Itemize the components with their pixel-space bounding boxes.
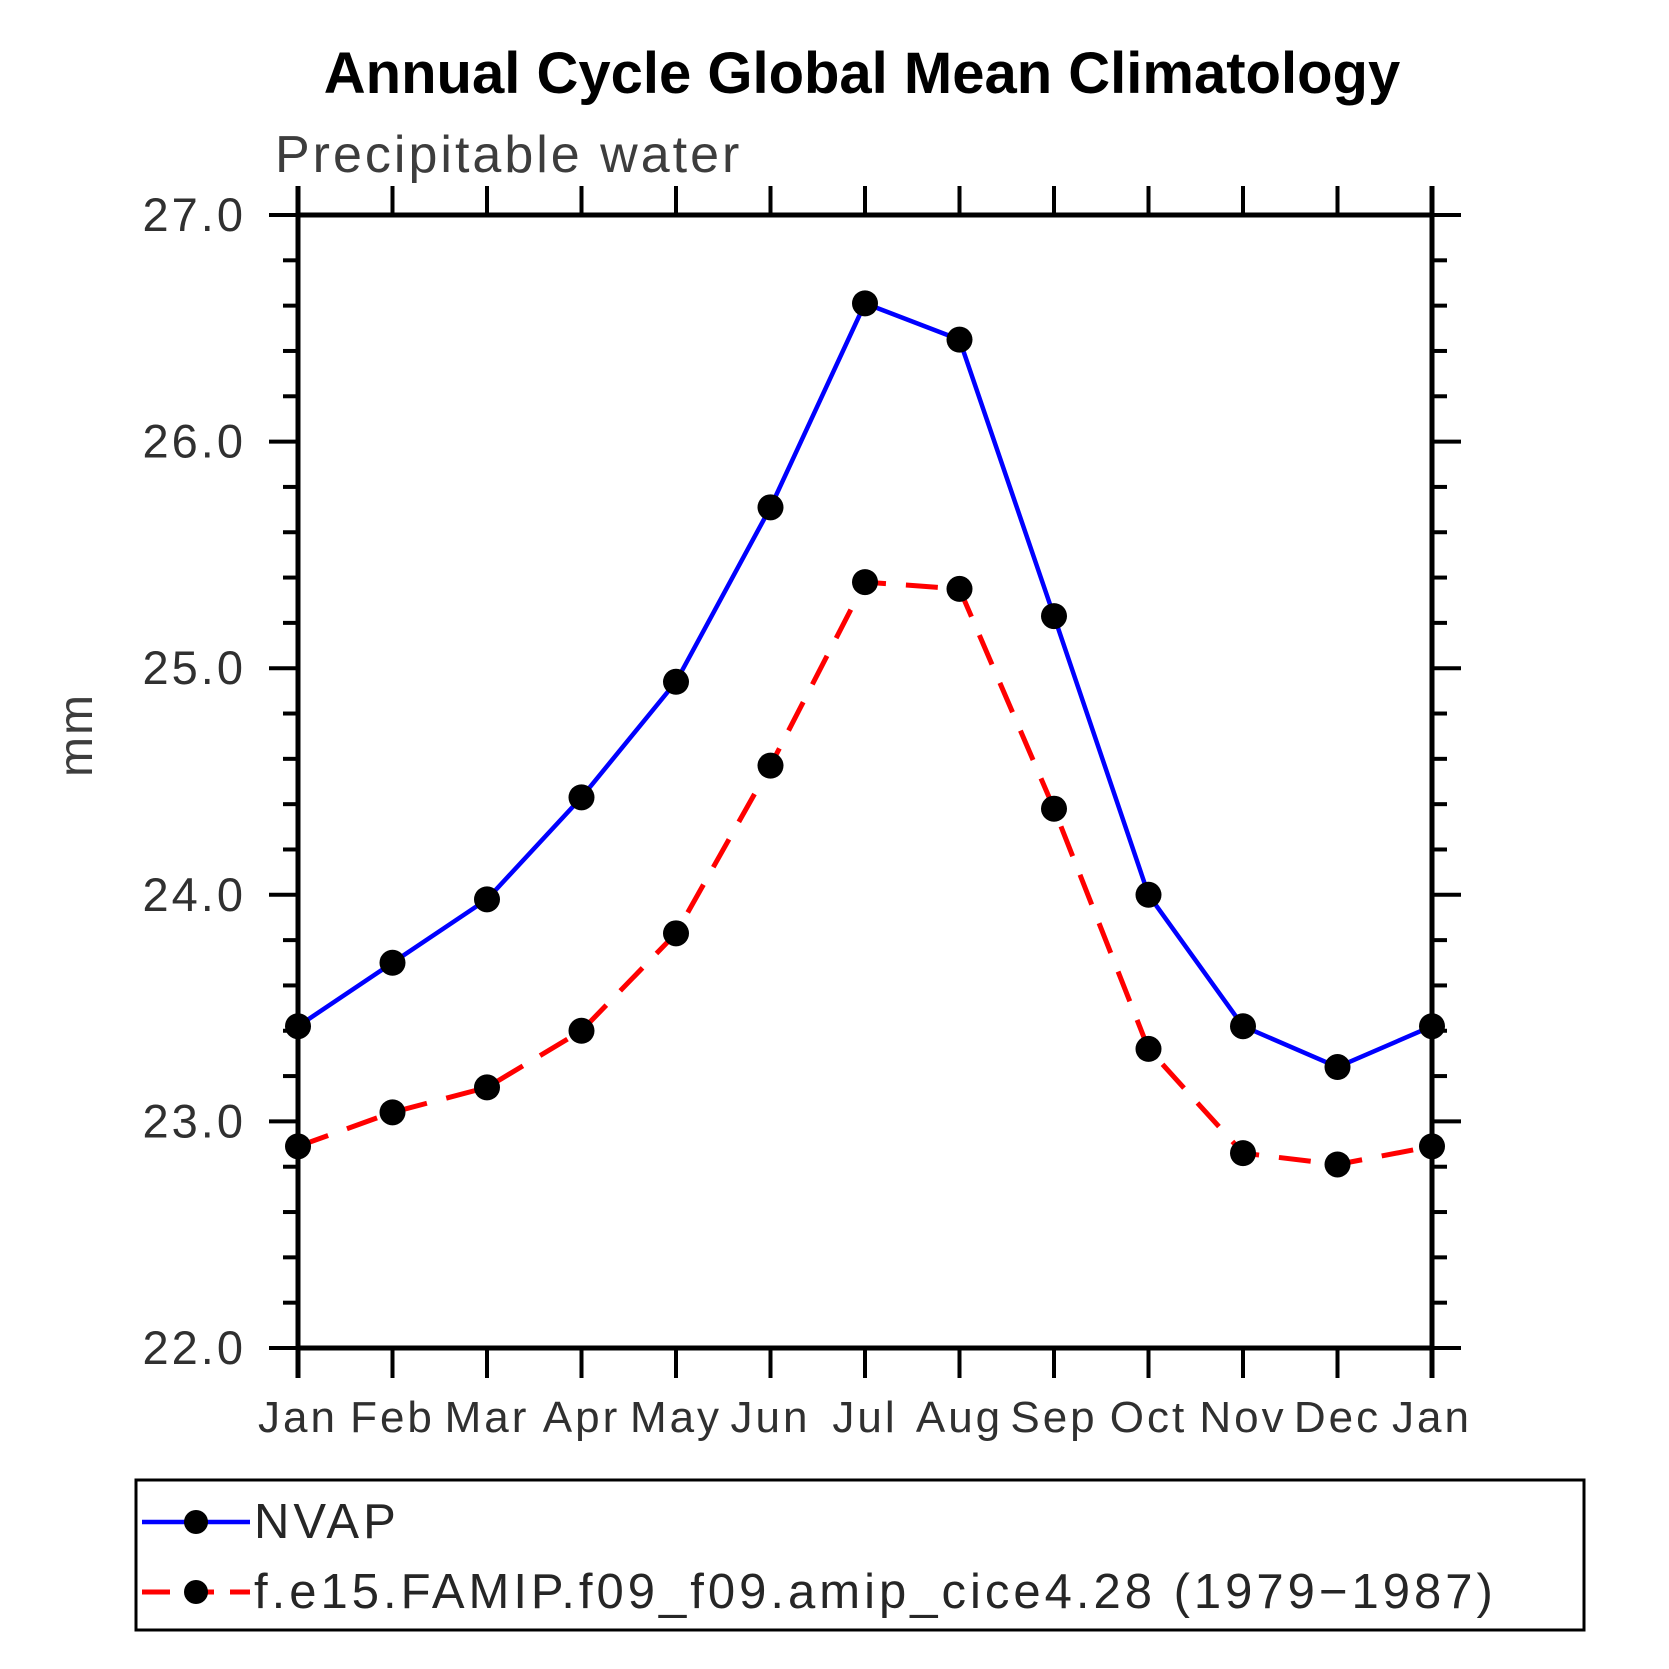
legend-sample-marker (184, 1510, 208, 1534)
data-point-marker (1419, 1013, 1445, 1040)
series-1-line (297, 579, 1433, 1167)
legend-entry-1: f.e15.FAMIP.f09_f09.amip_cice4.28 (1979−… (142, 1565, 1497, 1619)
legend-sample-marker (184, 1580, 208, 1604)
data-point-marker (1041, 795, 1067, 822)
legend-entry-label: f.e15.FAMIP.f09_f09.amip_cice4.28 (1979−… (254, 1565, 1497, 1619)
y-tick-label: 22.0 (143, 1321, 246, 1374)
data-point-marker (474, 1074, 500, 1101)
data-point-marker (757, 752, 784, 779)
y-tick-label: 23.0 (143, 1094, 246, 1147)
y-axis-ticks (269, 213, 1461, 1350)
y-tick-label: 27.0 (143, 188, 246, 241)
data-point-marker (1419, 1133, 1445, 1160)
data-point-marker (1324, 1151, 1351, 1178)
x-tick-label: Oct (1110, 1393, 1187, 1442)
data-point-marker (1041, 603, 1067, 630)
y-tick-label: 25.0 (143, 641, 246, 694)
data-point-marker (285, 1133, 311, 1160)
x-tick-label: May (630, 1393, 722, 1442)
data-point-marker (1324, 1054, 1351, 1081)
x-tick-label: Apr (543, 1393, 620, 1442)
data-point-marker (1230, 1013, 1256, 1040)
y-axis-tick-labels: 22.0 23.0 24.0 25.0 26.0 27.0 (143, 188, 246, 1374)
data-point-marker (1135, 1035, 1162, 1062)
data-point-marker (1135, 881, 1162, 908)
data-point-marker (946, 326, 973, 353)
data-point-marker (663, 668, 689, 695)
data-point-marker (1230, 1140, 1256, 1167)
series-1 (285, 569, 1445, 1178)
x-tick-label: Dec (1294, 1393, 1381, 1442)
legend-entry-0: NVAP (142, 1495, 400, 1549)
data-point-marker (379, 949, 406, 976)
series-0-markers (285, 290, 1445, 1081)
x-tick-label: Aug (916, 1393, 1003, 1442)
x-tick-label: Jun (731, 1393, 811, 1442)
data-point-marker (379, 1099, 406, 1126)
x-axis-ticks (296, 186, 1434, 1378)
data-point-marker (946, 575, 973, 602)
data-point-marker (663, 920, 689, 947)
data-point-marker (285, 1013, 311, 1040)
x-tick-label: Sep (1010, 1393, 1097, 1442)
y-axis-label: mm (50, 693, 103, 777)
x-tick-label: Feb (350, 1393, 435, 1442)
data-point-marker (852, 569, 878, 596)
y-tick-label: 26.0 (143, 415, 246, 468)
y-tick-label: 24.0 (143, 868, 246, 921)
legend: NVAP f.e15.FAMIP.f09_f09.amip_cice4.28 (1… (134, 1478, 1586, 1632)
chart-subtitle: Precipitable water (275, 126, 742, 184)
data-point-marker (474, 886, 500, 913)
legend-entry-label: NVAP (254, 1495, 400, 1549)
series-0-line (296, 300, 1433, 1070)
x-tick-label: Nov (1199, 1393, 1286, 1442)
x-tick-label: Jan (258, 1393, 338, 1442)
data-point-marker (568, 1017, 595, 1044)
data-point-marker (757, 494, 784, 521)
data-point-marker (568, 784, 595, 811)
series-1-markers (285, 569, 1445, 1178)
axes-frame (295, 186, 1435, 1378)
series-0 (285, 290, 1445, 1081)
x-tick-label: Jul (832, 1393, 897, 1442)
chart-title: Annual Cycle Global Mean Climatology (324, 41, 1400, 106)
x-tick-label: Jan (1392, 1393, 1472, 1442)
legend-box (134, 1478, 1586, 1632)
x-axis-tick-labels: Jan Feb Mar Apr May Jun Jul Aug Sep Oct Nov Dec Jan (258, 1393, 1472, 1442)
data-point-marker (852, 290, 878, 317)
x-tick-label: Mar (445, 1393, 530, 1442)
